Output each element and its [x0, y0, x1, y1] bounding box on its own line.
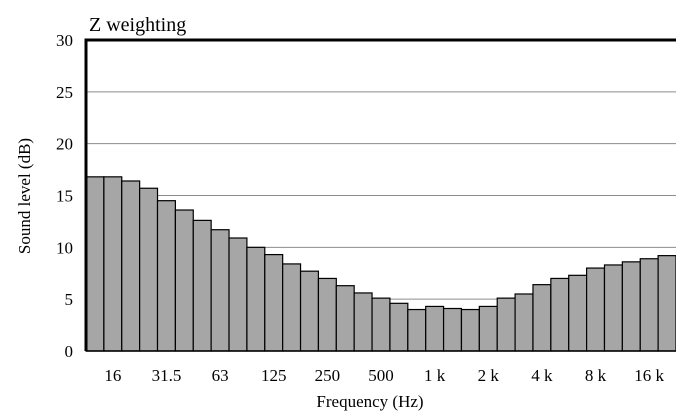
bar [299, 270, 320, 352]
bar [246, 246, 266, 352]
bar [371, 297, 391, 352]
bars [85, 176, 676, 352]
bar [389, 302, 409, 352]
bar [639, 258, 659, 352]
x-tick-label: 2 k [478, 366, 500, 385]
bar [621, 261, 641, 352]
x-tick-label: 8 k [585, 366, 607, 385]
bar [174, 209, 194, 352]
bar [228, 237, 248, 352]
bar [264, 253, 284, 352]
bar [478, 305, 498, 352]
bar [425, 305, 445, 352]
y-tick-label: 10 [56, 238, 73, 257]
bar [353, 292, 373, 352]
y-axis-ticks: 0 5 10 15 20 25 30 [56, 31, 73, 361]
y-tick-label: 25 [56, 83, 73, 102]
y-tick-label: 0 [65, 342, 74, 361]
x-tick-label: 63 [212, 366, 229, 385]
bar [192, 219, 212, 352]
x-tick-label: 16 [104, 366, 121, 385]
bar [121, 180, 141, 352]
bar [407, 308, 427, 352]
x-axis-label: Frequency (Hz) [316, 392, 423, 411]
x-tick-label: 500 [368, 366, 394, 385]
x-tick-label: 125 [261, 366, 287, 385]
x-tick-label: 250 [315, 366, 341, 385]
bar [532, 284, 552, 352]
bar [657, 255, 676, 352]
bar [568, 274, 588, 352]
bar [586, 267, 606, 352]
bar [550, 277, 570, 352]
bar [317, 277, 337, 352]
y-axis-label: Sound level (dB) [15, 138, 34, 254]
bar [282, 263, 302, 352]
x-tick-label: 16 k [634, 366, 664, 385]
bar [514, 293, 534, 352]
chart-title: Z weighting [89, 14, 186, 36]
x-tick-label: 1 k [424, 366, 446, 385]
y-tick-label: 20 [56, 135, 73, 154]
bar [103, 176, 123, 352]
bar [85, 176, 105, 352]
bar [156, 200, 176, 352]
bar [335, 285, 355, 352]
y-tick-label: 5 [65, 290, 74, 309]
bar [460, 308, 480, 352]
bar [603, 264, 623, 352]
y-tick-label: 15 [56, 187, 73, 206]
x-tick-label: 4 k [531, 366, 553, 385]
bar [442, 307, 463, 352]
bar [496, 297, 516, 352]
y-tick-label: 30 [56, 31, 73, 50]
x-axis-ticks: 16 31.5 63 125 250 500 1 k 2 k 4 k 8 k 16 k [104, 366, 664, 385]
bar [139, 187, 159, 352]
x-tick-label: 31.5 [152, 366, 182, 385]
bar [210, 229, 230, 352]
